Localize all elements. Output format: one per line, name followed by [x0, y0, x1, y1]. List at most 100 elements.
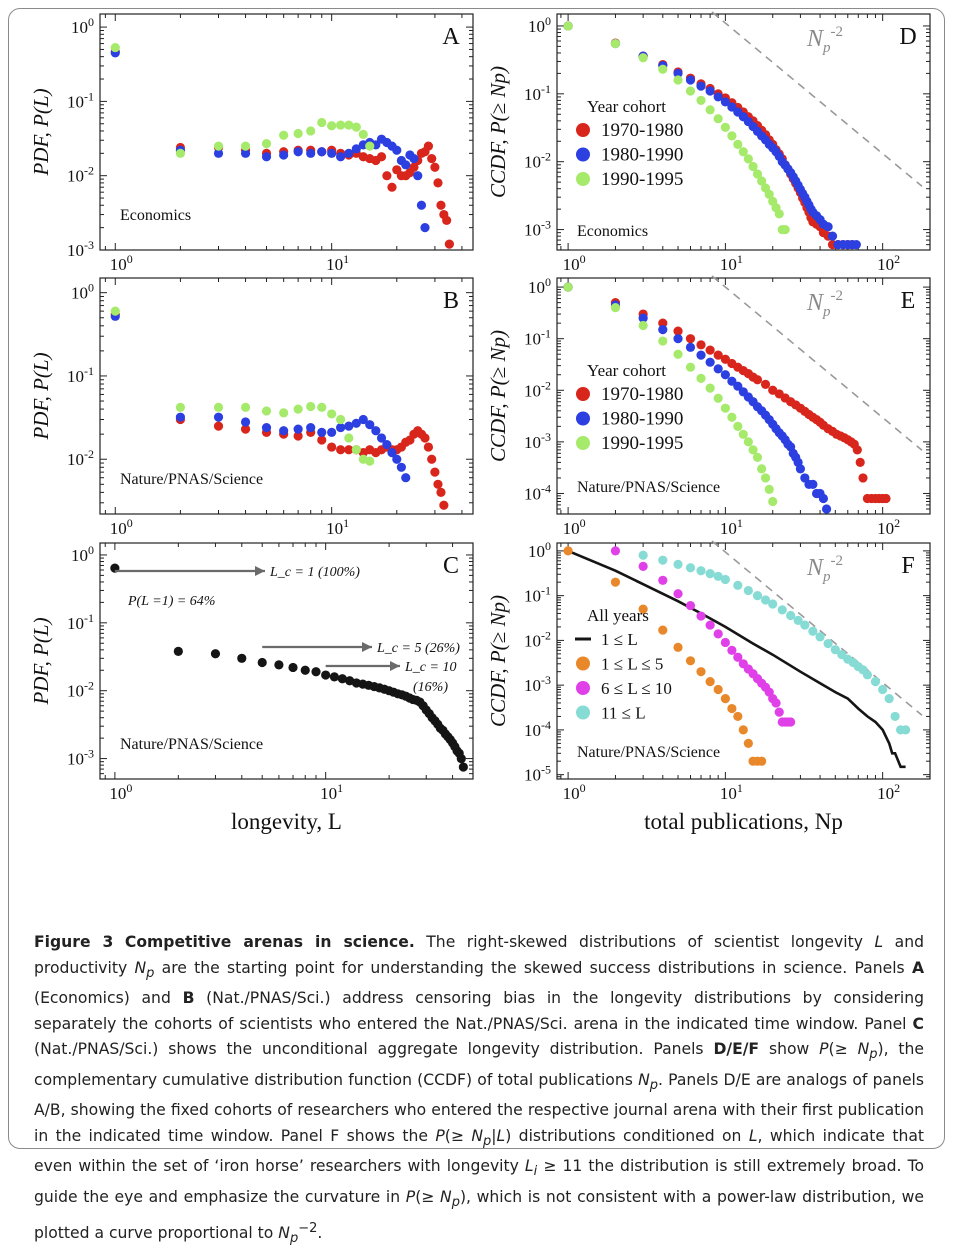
data-point — [890, 711, 900, 722]
data-point — [685, 334, 696, 344]
y-tick-label: 100 — [528, 275, 551, 297]
data-point — [344, 120, 354, 130]
data-point — [713, 92, 723, 102]
data-point — [351, 418, 361, 428]
panel-letter: C — [443, 553, 459, 579]
data-point — [713, 684, 723, 695]
data-point — [852, 445, 862, 455]
powerlaw-label: Np-2 — [806, 24, 843, 56]
y-tick-label: 10-1 — [67, 89, 94, 111]
subject-label: Nature/PNAS/Science — [577, 744, 720, 761]
data-point — [409, 153, 419, 164]
panel-b: 100 101 100 10-1 10-2 PDF, P(L) B Nature/PNAS/S… — [29, 277, 474, 538]
data-point — [901, 725, 911, 735]
data-point — [757, 756, 767, 766]
data-point — [673, 326, 683, 336]
data-point — [351, 445, 361, 455]
data-point — [317, 427, 327, 437]
data-point — [733, 381, 743, 391]
data-point — [351, 144, 361, 154]
data-point — [793, 615, 803, 625]
data-point — [764, 189, 774, 199]
y-tick-label: 10-4 — [524, 718, 551, 740]
data-point — [420, 433, 430, 443]
data-point — [673, 349, 683, 359]
data-point — [733, 711, 743, 722]
data-point — [808, 626, 818, 636]
y-tick-label: 10-3 — [67, 238, 94, 260]
data-point — [327, 409, 337, 419]
subject-label: Nature/PNAS/Science — [120, 736, 263, 753]
data-point — [870, 677, 881, 687]
y-tick-label: 10-2 — [524, 150, 551, 172]
data-point — [456, 753, 466, 764]
x-tick-label: 102 — [877, 781, 900, 803]
y-tick-label: 100 — [528, 14, 551, 36]
data-point — [293, 147, 303, 157]
y-tick-label: 10-1 — [67, 364, 94, 386]
data-point — [175, 402, 186, 412]
data-point — [317, 435, 327, 445]
y-axis-label: CCDF, P(≥ Np) — [486, 330, 510, 462]
annotation: L_c = 10 — [404, 660, 456, 675]
y-tick-label: 10-3 — [524, 218, 551, 240]
powerlaw-guide-line — [711, 275, 923, 451]
data-point — [713, 393, 723, 403]
data-point — [713, 571, 723, 581]
data-point — [705, 677, 715, 687]
data-point — [436, 200, 446, 210]
data-point — [261, 406, 272, 416]
data-point — [213, 148, 224, 158]
data-point — [727, 131, 737, 141]
legend-entry: 1 ≤ L — [601, 630, 638, 649]
x-tick-label: 101 — [326, 516, 349, 538]
data-point — [279, 408, 289, 418]
legend-swatch — [576, 681, 590, 695]
data-point — [738, 147, 748, 157]
data-point — [358, 414, 368, 425]
x-tick-label: 100 — [563, 252, 586, 274]
data-point — [293, 404, 303, 414]
data-point — [610, 303, 621, 313]
x-tick-label: 102 — [877, 252, 900, 274]
data-point — [823, 638, 833, 649]
data-point — [279, 150, 289, 160]
data-point — [638, 313, 648, 323]
data-point — [705, 620, 715, 630]
arrow-head — [362, 642, 372, 652]
data-point — [327, 121, 337, 131]
figure-frame — [8, 8, 945, 1149]
data-point — [705, 86, 715, 96]
data-point — [401, 473, 411, 483]
data-point — [279, 426, 289, 436]
data-point — [685, 342, 696, 352]
data-point — [696, 373, 706, 383]
data-point — [760, 595, 771, 605]
data-point — [658, 64, 668, 74]
y-tick-label: 10-1 — [67, 611, 94, 633]
x-tick-label: 100 — [110, 516, 133, 538]
panel-letter: E — [901, 288, 916, 314]
series-line — [567, 549, 906, 769]
data-point — [696, 81, 706, 91]
data-point — [430, 467, 440, 477]
data-point — [780, 224, 790, 235]
data-point — [705, 383, 715, 393]
data-point — [743, 437, 753, 447]
data-point — [696, 95, 706, 106]
data-point — [855, 457, 865, 468]
data-point — [240, 417, 251, 427]
x-tick-label: 101 — [326, 252, 349, 274]
powerlaw-guide-line — [711, 540, 923, 716]
data-point — [563, 282, 573, 292]
data-point — [261, 152, 272, 162]
data-point — [444, 239, 454, 249]
data-point — [786, 610, 796, 621]
data-point — [705, 345, 715, 355]
data-point — [733, 652, 743, 662]
data-point — [344, 148, 354, 158]
panel-letter: A — [442, 24, 460, 50]
data-point — [720, 403, 730, 413]
legend-entry: 1970-1980 — [601, 384, 683, 405]
data-point — [771, 698, 781, 708]
